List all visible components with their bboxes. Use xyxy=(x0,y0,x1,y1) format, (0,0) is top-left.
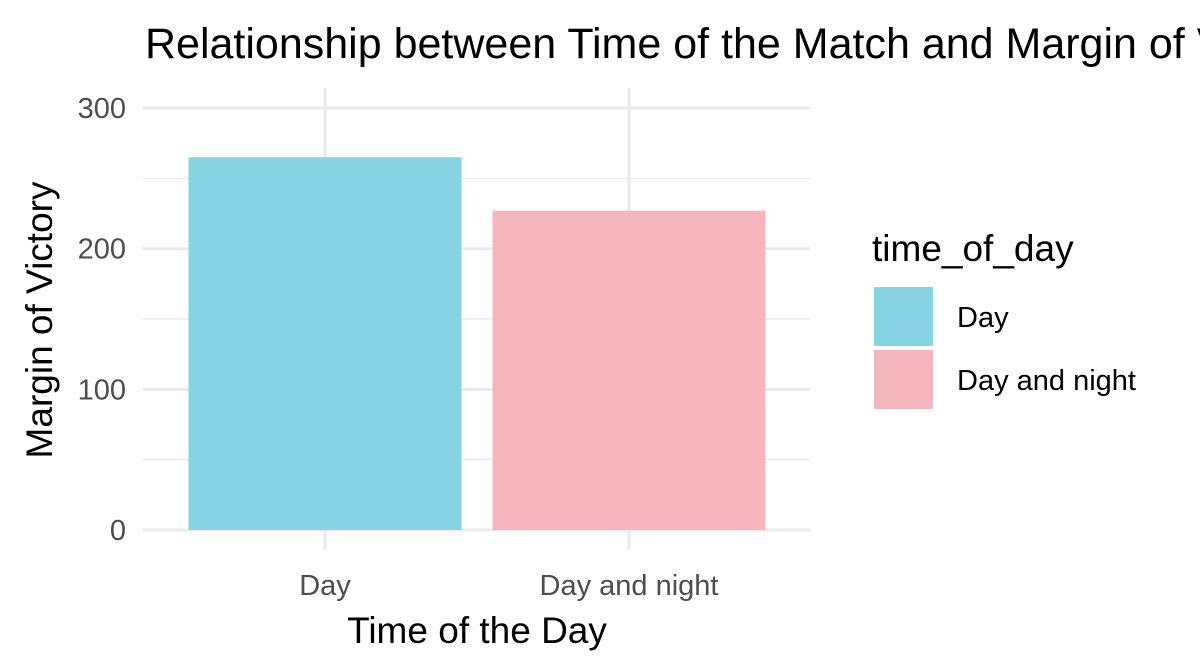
legend-items: Day Day and night xyxy=(874,287,1136,409)
y-tick-label: 0 xyxy=(110,515,126,547)
y-tick-label: 200 xyxy=(78,234,126,266)
y-tick-label: 300 xyxy=(78,93,126,125)
bar-day-and-night xyxy=(492,210,766,531)
bar-day xyxy=(188,157,462,530)
bars xyxy=(188,157,766,531)
x-tick-label: Day xyxy=(299,570,351,602)
y-axis-title: Margin of Victory xyxy=(19,181,60,458)
legend: time_of_day Day Day and night xyxy=(872,228,1136,409)
tick-labels: 0 100 200 300 Day Day and night xyxy=(78,93,719,602)
chart-title: Relationship between Time of the Match a… xyxy=(145,20,1200,68)
legend-label: Day and night xyxy=(957,365,1136,397)
x-axis-title: Time of the Day xyxy=(347,610,607,651)
legend-swatch xyxy=(874,350,933,409)
y-tick-label: 100 xyxy=(78,374,126,406)
x-tick-label: Day and night xyxy=(540,570,719,602)
legend-swatch xyxy=(874,287,933,346)
legend-title: time_of_day xyxy=(872,228,1074,269)
legend-label: Day xyxy=(957,302,1009,334)
